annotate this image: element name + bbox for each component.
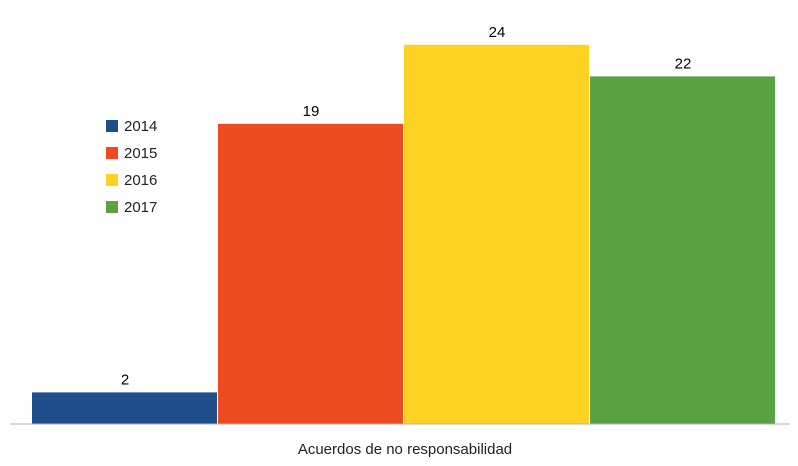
data-label-2016: 24 bbox=[489, 24, 506, 41]
data-label-2017: 22 bbox=[675, 55, 692, 72]
legend-label-2016: 2016 bbox=[124, 172, 157, 189]
bar-labels-group: 2 19 24 22 bbox=[121, 24, 692, 389]
bar-2014 bbox=[32, 392, 217, 424]
legend: 2014 2015 2016 2017 bbox=[106, 118, 157, 216]
legend-swatch-2014 bbox=[106, 120, 118, 132]
bar-2015 bbox=[218, 123, 403, 425]
category-label: Acuerdos de no responsabilidad bbox=[298, 441, 512, 458]
legend-swatch-2016 bbox=[106, 174, 118, 186]
bars-group bbox=[32, 44, 775, 425]
legend-label-2017: 2017 bbox=[124, 199, 157, 216]
data-label-2015: 19 bbox=[303, 103, 320, 120]
bar-2016 bbox=[404, 44, 589, 425]
legend-label-2015: 2015 bbox=[124, 145, 157, 162]
bar-2017 bbox=[590, 76, 775, 425]
legend-swatch-2017 bbox=[106, 201, 118, 213]
legend-label-2014: 2014 bbox=[124, 118, 157, 135]
data-label-2014: 2 bbox=[121, 371, 129, 388]
legend-swatch-2015 bbox=[106, 147, 118, 159]
